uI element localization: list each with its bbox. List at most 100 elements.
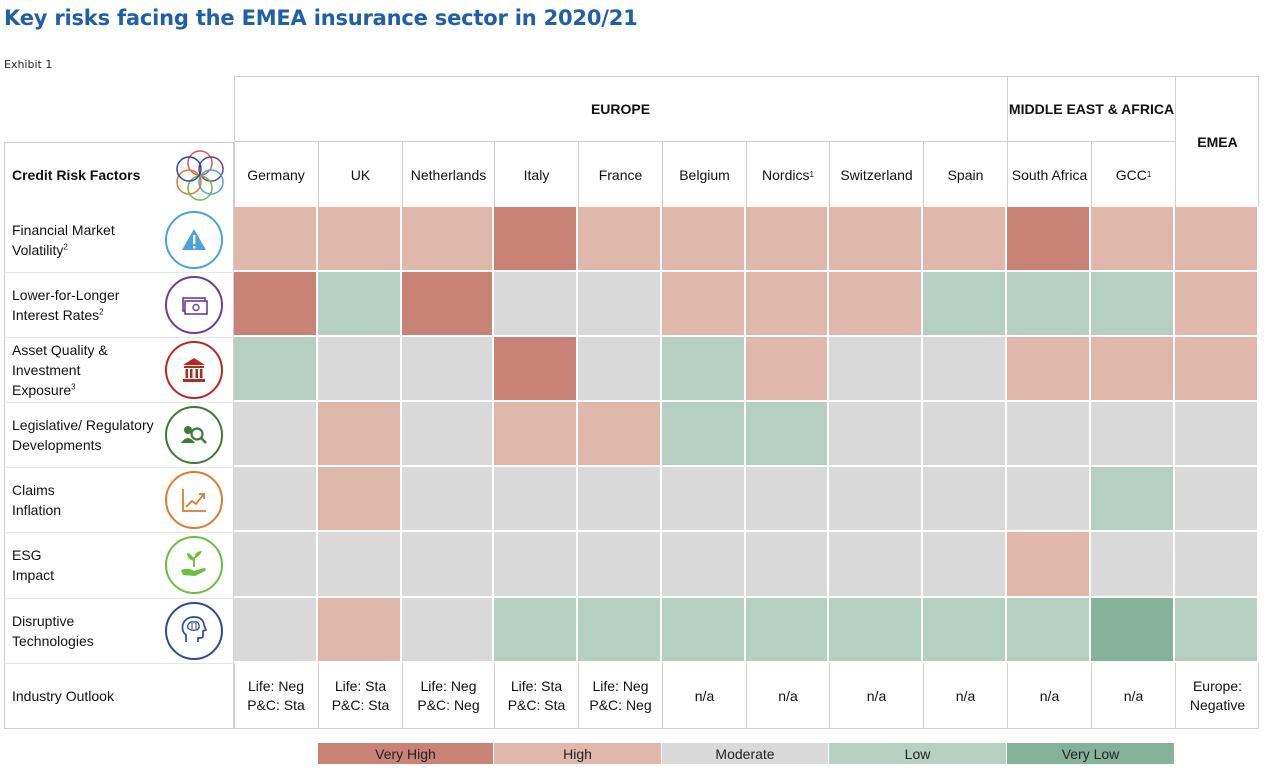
column-header-label: Nordics <box>762 166 810 183</box>
column-header-label: Germany <box>247 166 305 183</box>
outlook-value: n/a <box>1039 687 1060 704</box>
heatmap-cell <box>1175 402 1259 467</box>
people-magnifier-icon-glyph <box>181 425 207 444</box>
legend-item: Moderate <box>662 743 829 764</box>
page-title: Key risks facing the EMEA insurance sect… <box>4 6 638 30</box>
heatmap-cell <box>1175 532 1259 598</box>
risk-factor-label-line: Impact <box>12 565 162 585</box>
heatmap-cell <box>578 207 662 272</box>
hand-plant-icon-glyph <box>181 551 206 576</box>
risk-factor-label-line: Legislative/ Regulatory <box>12 415 162 435</box>
region-header-label: EUROPE <box>590 100 651 117</box>
row-divider <box>4 272 234 273</box>
heatmap-cell <box>829 272 923 337</box>
legend-label: Low <box>904 745 931 762</box>
column-header: Netherlands <box>402 142 494 207</box>
outlook-value: Life: Neg <box>247 678 305 694</box>
banknote-icon-glyph <box>182 296 208 315</box>
risk-factor-text: ESG <box>12 547 42 563</box>
row-divider <box>4 467 234 468</box>
bank-building-icon <box>165 340 223 399</box>
heatmap-cell <box>1007 207 1091 272</box>
legend-label: High <box>563 745 592 762</box>
legend-item: Very High <box>318 743 494 764</box>
heatmap-cell <box>234 272 318 337</box>
heatmap-cell <box>578 467 662 532</box>
heatmap-cell <box>1175 207 1259 272</box>
heatmap-cell <box>923 207 1007 272</box>
risk-factor-label-line: Exposure3 <box>12 380 162 400</box>
column-header-label: Italy <box>523 166 550 183</box>
column-header-label: Switzerland <box>840 166 913 183</box>
risk-factor-text: Volatility <box>12 241 64 258</box>
risk-factor-label: Financial Market Volatility2 <box>4 207 162 272</box>
heatmap-cell <box>402 402 494 467</box>
risk-factor-text: Impact <box>12 567 55 583</box>
heatmap-cell <box>234 402 318 467</box>
icon-ring <box>176 169 202 195</box>
risk-factor-label-line: ESG <box>12 545 162 565</box>
heatmap-cell <box>578 337 662 402</box>
rising-chart-icon <box>165 470 223 529</box>
heatmap-cell <box>318 337 402 402</box>
heatmap-cell <box>494 598 578 663</box>
row-header-credit-risk-factors: Credit Risk Factors <box>4 142 164 207</box>
exhibit-label: Exhibit 1 <box>4 58 53 71</box>
heatmap-cell <box>234 532 318 598</box>
heatmap-cell <box>829 402 923 467</box>
outlook-value: Europe: <box>1192 678 1243 694</box>
heatmap-cell <box>402 532 494 598</box>
heatmap-cell <box>829 207 923 272</box>
risk-factor-text: Lower-for-Longer <box>12 286 120 303</box>
outlook-value: Life: Neg <box>420 678 477 694</box>
heatmap-cell <box>578 272 662 337</box>
table-frame-left <box>4 142 234 729</box>
risk-factor-text: Developments <box>12 436 102 453</box>
column-header: Nordics 1 <box>746 142 829 207</box>
risk-factor-text: Exposure <box>12 381 72 398</box>
region-header-label: MIDDLE EAST & AFRICA <box>1008 100 1175 117</box>
region-header: EUROPE <box>234 76 1007 142</box>
heatmap-cell <box>494 207 578 272</box>
heatmap-cell <box>402 207 494 272</box>
heatmap-cell <box>662 337 746 402</box>
icon-ring <box>198 156 224 182</box>
heatmap-cell <box>746 402 829 467</box>
outlook-cell: Life: Neg P&C: Neg <box>578 663 662 729</box>
heatmap-cell <box>829 532 923 598</box>
outlook-value: P&C: Sta <box>507 697 566 713</box>
risk-factor-label: Asset Quality & Investment Exposure3 <box>4 337 162 402</box>
heatmap-cell <box>1091 598 1175 663</box>
outlook-value: Negative <box>1189 697 1246 713</box>
legend-item: Low <box>829 743 1007 764</box>
legend-label: Moderate <box>715 745 775 762</box>
bank-building-icon-glyph <box>183 357 205 382</box>
heatmap-cell <box>829 337 923 402</box>
heatmap-cell <box>1007 402 1091 467</box>
column-header: Spain <box>923 142 1007 207</box>
heatmap-cell <box>402 272 494 337</box>
risk-factor-superscript: 2 <box>63 241 68 251</box>
outlook-value: Life: Neg <box>592 678 649 694</box>
industry-outlook-label: Industry Outlook <box>4 663 164 729</box>
heatmap-cell <box>923 532 1007 598</box>
heatmap-cell <box>402 467 494 532</box>
column-header: France <box>578 142 662 207</box>
heatmap-cell <box>1091 467 1175 532</box>
heatmap-cell <box>923 402 1007 467</box>
column-header-label: South Africa <box>1011 166 1088 183</box>
heatmap-cell <box>234 598 318 663</box>
heatmap-cell <box>923 272 1007 337</box>
heatmap-cell <box>402 337 494 402</box>
brain-head-icon <box>165 601 223 660</box>
heatmap-cell <box>1091 207 1175 272</box>
heatmap-cell <box>1175 467 1259 532</box>
heatmap-cell <box>923 467 1007 532</box>
row-divider <box>4 337 234 338</box>
heatmap-cell <box>662 207 746 272</box>
legend-item: Very Low <box>1007 743 1175 764</box>
industry-outlook-text: Industry Outlook <box>12 688 114 704</box>
risk-factor-label-line: Interest Rates2 <box>12 305 162 325</box>
heatmap-cell <box>318 272 402 337</box>
interlocking-circles-icon <box>176 150 224 201</box>
